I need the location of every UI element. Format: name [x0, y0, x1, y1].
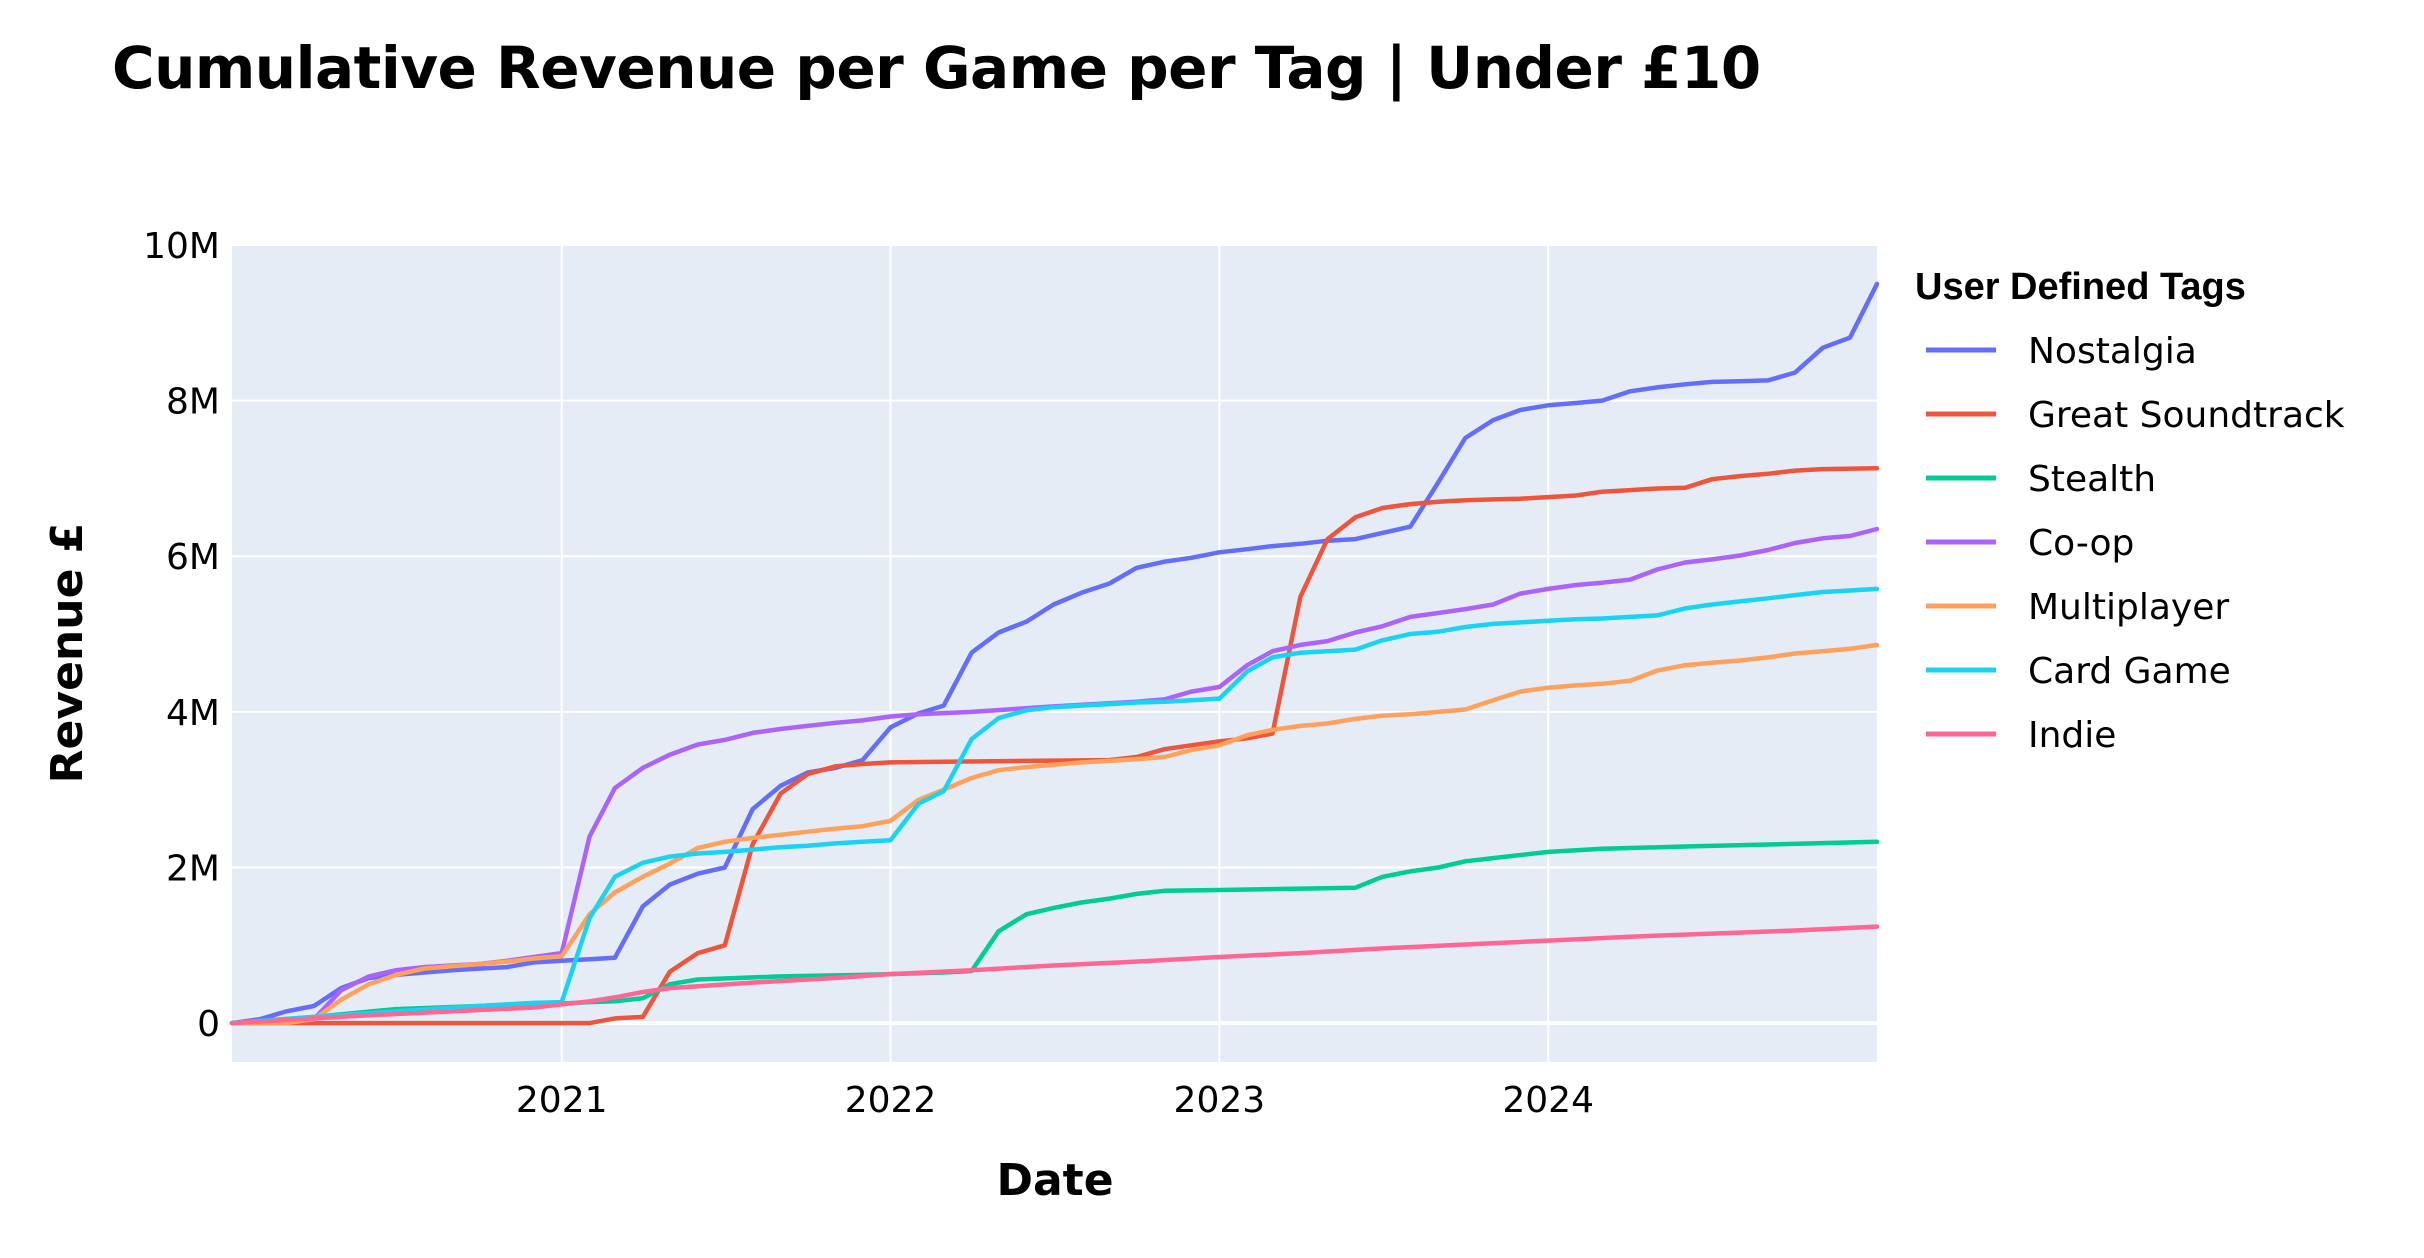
y-tick-label: 0 — [197, 1004, 220, 1045]
legend-items: Nostalgia Great Soundtrack Stealth Co-op Mul… — [1926, 331, 2345, 756]
y-tick-label: 10M — [143, 226, 220, 267]
legend-item-multiplayer[interactable]: Multiplayer — [1926, 587, 2229, 628]
legend-label: Indie — [2028, 715, 2116, 756]
legend-item-co-op[interactable]: Co-op — [1926, 523, 2134, 564]
legend: User Defined Tags Nostalgia Great Soundtr… — [1915, 266, 2345, 756]
y-axis-ticks: 0 2M 4M 6M 8M 10M — [143, 226, 220, 1045]
series-lines — [229, 281, 1880, 1026]
x-axis-title: Date — [996, 1155, 1113, 1206]
legend-item-stealth[interactable]: Stealth — [1926, 459, 2156, 500]
legend-label: Card Game — [2028, 651, 2231, 692]
series-line-indie — [229, 924, 1880, 1026]
legend-item-great-soundtrack[interactable]: Great Soundtrack — [1926, 395, 2345, 436]
x-tick-label: 2021 — [516, 1080, 608, 1121]
legend-label: Nostalgia — [2028, 331, 2197, 372]
series-line-multiplayer — [229, 642, 1880, 1026]
legend-title: User Defined Tags — [1915, 266, 2246, 308]
y-tick-label: 6M — [166, 537, 220, 578]
legend-item-nostalgia[interactable]: Nostalgia — [1926, 331, 2197, 372]
x-tick-label: 2023 — [1174, 1080, 1266, 1121]
y-tick-label: 8M — [166, 382, 220, 423]
legend-label: Co-op — [2028, 523, 2134, 564]
x-tick-label: 2022 — [845, 1080, 937, 1121]
y-axis-title: Revenue £ — [42, 523, 93, 784]
y-tick-label: 4M — [166, 693, 220, 734]
series-line-great-soundtrack — [229, 466, 1880, 1026]
series-line-nostalgia — [229, 281, 1880, 1026]
legend-label: Stealth — [2028, 459, 2156, 500]
y-tick-label: 2M — [166, 848, 220, 889]
legend-label: Multiplayer — [2028, 587, 2229, 628]
legend-item-card-game[interactable]: Card Game — [1926, 651, 2231, 692]
series-line-card-game — [229, 586, 1880, 1026]
legend-label: Great Soundtrack — [2028, 395, 2345, 436]
plot-background — [232, 245, 1877, 1062]
x-tick-label: 2024 — [1502, 1080, 1594, 1121]
chart-title: Cumulative Revenue per Game per Tag | Un… — [112, 34, 1761, 102]
legend-item-indie[interactable]: Indie — [1926, 715, 2116, 756]
x-axis-ticks: 2021 2022 2023 2024 — [516, 1080, 1594, 1121]
